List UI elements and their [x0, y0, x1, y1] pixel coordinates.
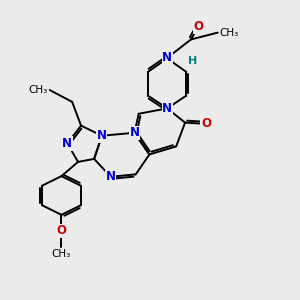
Text: O: O: [193, 20, 203, 33]
Text: O: O: [201, 117, 211, 130]
Text: CH₃: CH₃: [29, 85, 48, 95]
Text: N: N: [162, 51, 172, 64]
Text: CH₃: CH₃: [219, 28, 238, 38]
Text: N: N: [130, 126, 140, 139]
Text: N: N: [97, 129, 107, 142]
Text: CH₃: CH₃: [52, 249, 71, 259]
Text: N: N: [106, 170, 116, 183]
Text: H: H: [188, 56, 197, 66]
Text: O: O: [56, 224, 66, 237]
Text: N: N: [62, 137, 72, 150]
Text: N: N: [162, 102, 172, 115]
